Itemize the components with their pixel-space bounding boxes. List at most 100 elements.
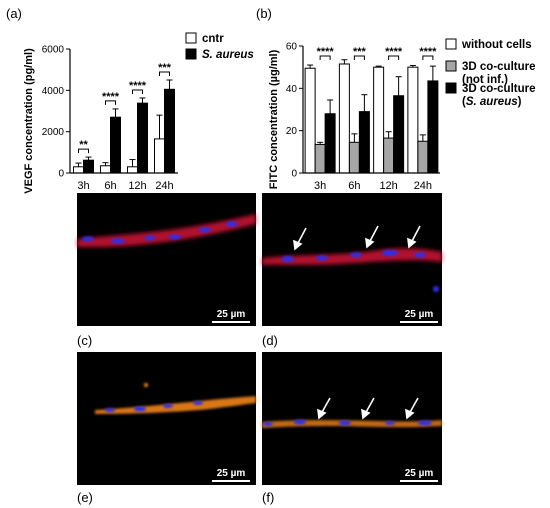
chart-b-y-tick-label: 20 [286,126,298,137]
chart-b-bar [383,137,395,174]
chart-a-legend: cntr S. aureus [185,32,254,61]
chart-a-significance: ************* [78,62,172,154]
chart-b-legend-label: 3D co-culture [462,83,536,95]
chart-a-bar [83,159,94,174]
chart-b-x-tick-label: 3h [314,180,326,192]
micrograph-f-nuclei [263,419,432,426]
chart-b-bar [324,113,336,174]
chart-b-significance-label: **** [419,46,437,58]
chart-b-significance-bracket [319,55,331,60]
chart-b-error-bars [307,59,436,145]
chart-b-x-tick-label: 12h [379,180,397,192]
chart-a-legend-label: S. aureus [202,49,254,61]
chart-b-y-ticks: 0 20 40 60 [286,42,303,180]
chart-a-legend-swatch [185,48,197,60]
chart-b-x-tick-label: 24h [414,180,432,192]
chart-a-significance-label: **** [102,91,120,103]
chart-a-significance-bracket [105,100,116,105]
chart-a-significance-label: *** [158,62,172,74]
panel-label-b: (b) [256,6,272,21]
panel-label-d: (d) [262,333,278,348]
micrograph-c: 25 µm [77,193,256,326]
chart-a-bar [110,116,121,174]
micrograph-c-background [77,193,256,326]
chart-b-y-axis-label: FITC concentration (µg/ml) [268,49,280,189]
chart-a-y-tick-label: 0 [58,169,64,180]
chart-b-bar [407,66,419,174]
panel-label-e: (e) [77,490,93,505]
chart-a-bar [164,88,175,174]
chart-a-error-bars [75,79,173,167]
chart-b-y-tick-label: 40 [286,84,298,95]
chart-a-x-ticks: 3h 6h 12h 24h [77,180,173,192]
chart-b-significance-bracket [353,55,365,60]
chart-a-y-tick-label: 2000 [42,127,65,138]
micrograph-e-scale-label: 25 µm [217,468,246,479]
micrograph-f: 25 µm [262,352,442,485]
panel-label-f: (f) [262,490,274,505]
chart-a-bar [154,138,165,174]
chart-a-axes [69,49,178,174]
chart-b-significance-bracket [388,55,400,60]
chart-a-significance-bracket [132,89,143,94]
chart-b-legend-swatch [445,82,457,94]
chart-b-significance-label: **** [317,46,335,58]
chart-b-bar [373,66,385,174]
chart-a-bar [100,165,111,174]
chart-a-y-ticks: 0 2000 4000 6000 [42,45,70,180]
chart-b-legend-label-line2: (S. aureus) [462,96,522,108]
micrograph-d-scale-label: 25 µm [405,309,434,320]
micrograph-c-red-layer [77,214,256,248]
chart-b-significance-label: **** [385,46,403,58]
chart-b-legend-swatch [445,38,457,50]
micrograph-d-nuclei [282,250,439,292]
chart-b-axes [302,46,440,174]
chart-a-significance-label: **** [129,80,147,92]
micrograph-f-arrows [317,397,419,420]
micrograph-f-scale-label: 25 µm [405,468,434,479]
chart-a-legend-label: cntr [202,33,224,45]
chart-b-significance: **** *** **** **** [317,46,437,60]
chart-b-bar [338,63,350,174]
chart-b-x-ticks: 3h 6h 12h 24h [314,180,432,192]
micrograph-e: 25 µm [77,352,256,485]
micrograph-d-arrows [293,225,421,251]
chart-a-x-tick-label: 24h [155,180,173,192]
chart-a-x-tick-label: 12h [128,180,146,192]
chart-a-y-tick-label: 6000 [42,45,65,56]
chart-a-x-tick-label: 3h [77,180,89,192]
chart-b-y-tick-label: 0 [291,169,297,180]
chart-a-significance-bracket [78,148,89,154]
chart-b-x-tick-label: 6h [348,180,360,192]
panel-label-c: (c) [77,333,92,348]
chart-a-legend-swatch [185,32,197,44]
chart-b-bar [427,80,439,174]
chart-a-y-tick-label: 4000 [42,86,65,97]
chart-b-significance-bracket [422,55,434,60]
chart-b-bars [304,63,439,174]
chart-b-legend-label: without cells [461,39,532,51]
micrograph-c-nuclei [82,221,238,244]
micrograph-e-background [77,352,256,485]
chart-b-y-tick-label: 60 [286,42,298,53]
chart-a-significance-bracket [159,71,170,76]
chart-b-bar [348,141,360,174]
chart-a-bar [73,166,84,174]
chart-b-legend: without cells 3D co-culture(not inf.)3D c… [445,38,536,108]
chart-b-significance-label: *** [353,46,367,58]
micrograph-c-scale-label: 25 µm [217,309,246,320]
panel-label-a: (a) [6,6,22,21]
micrograph-e-nuclei [105,383,203,412]
chart-b-bar [314,143,326,174]
micrograph-f-background [262,352,442,485]
chart-b-bar [358,111,370,174]
chart-b-legend-label: 3D co-culture [462,61,536,73]
chart-b-bar [393,95,405,174]
chart-a-y-axis-label: VEGF concentration (pg/ml) [23,48,35,194]
chart-a-x-tick-label: 6h [104,180,116,192]
chart-b-bar [417,140,429,174]
chart-b-legend-swatch [445,60,457,72]
